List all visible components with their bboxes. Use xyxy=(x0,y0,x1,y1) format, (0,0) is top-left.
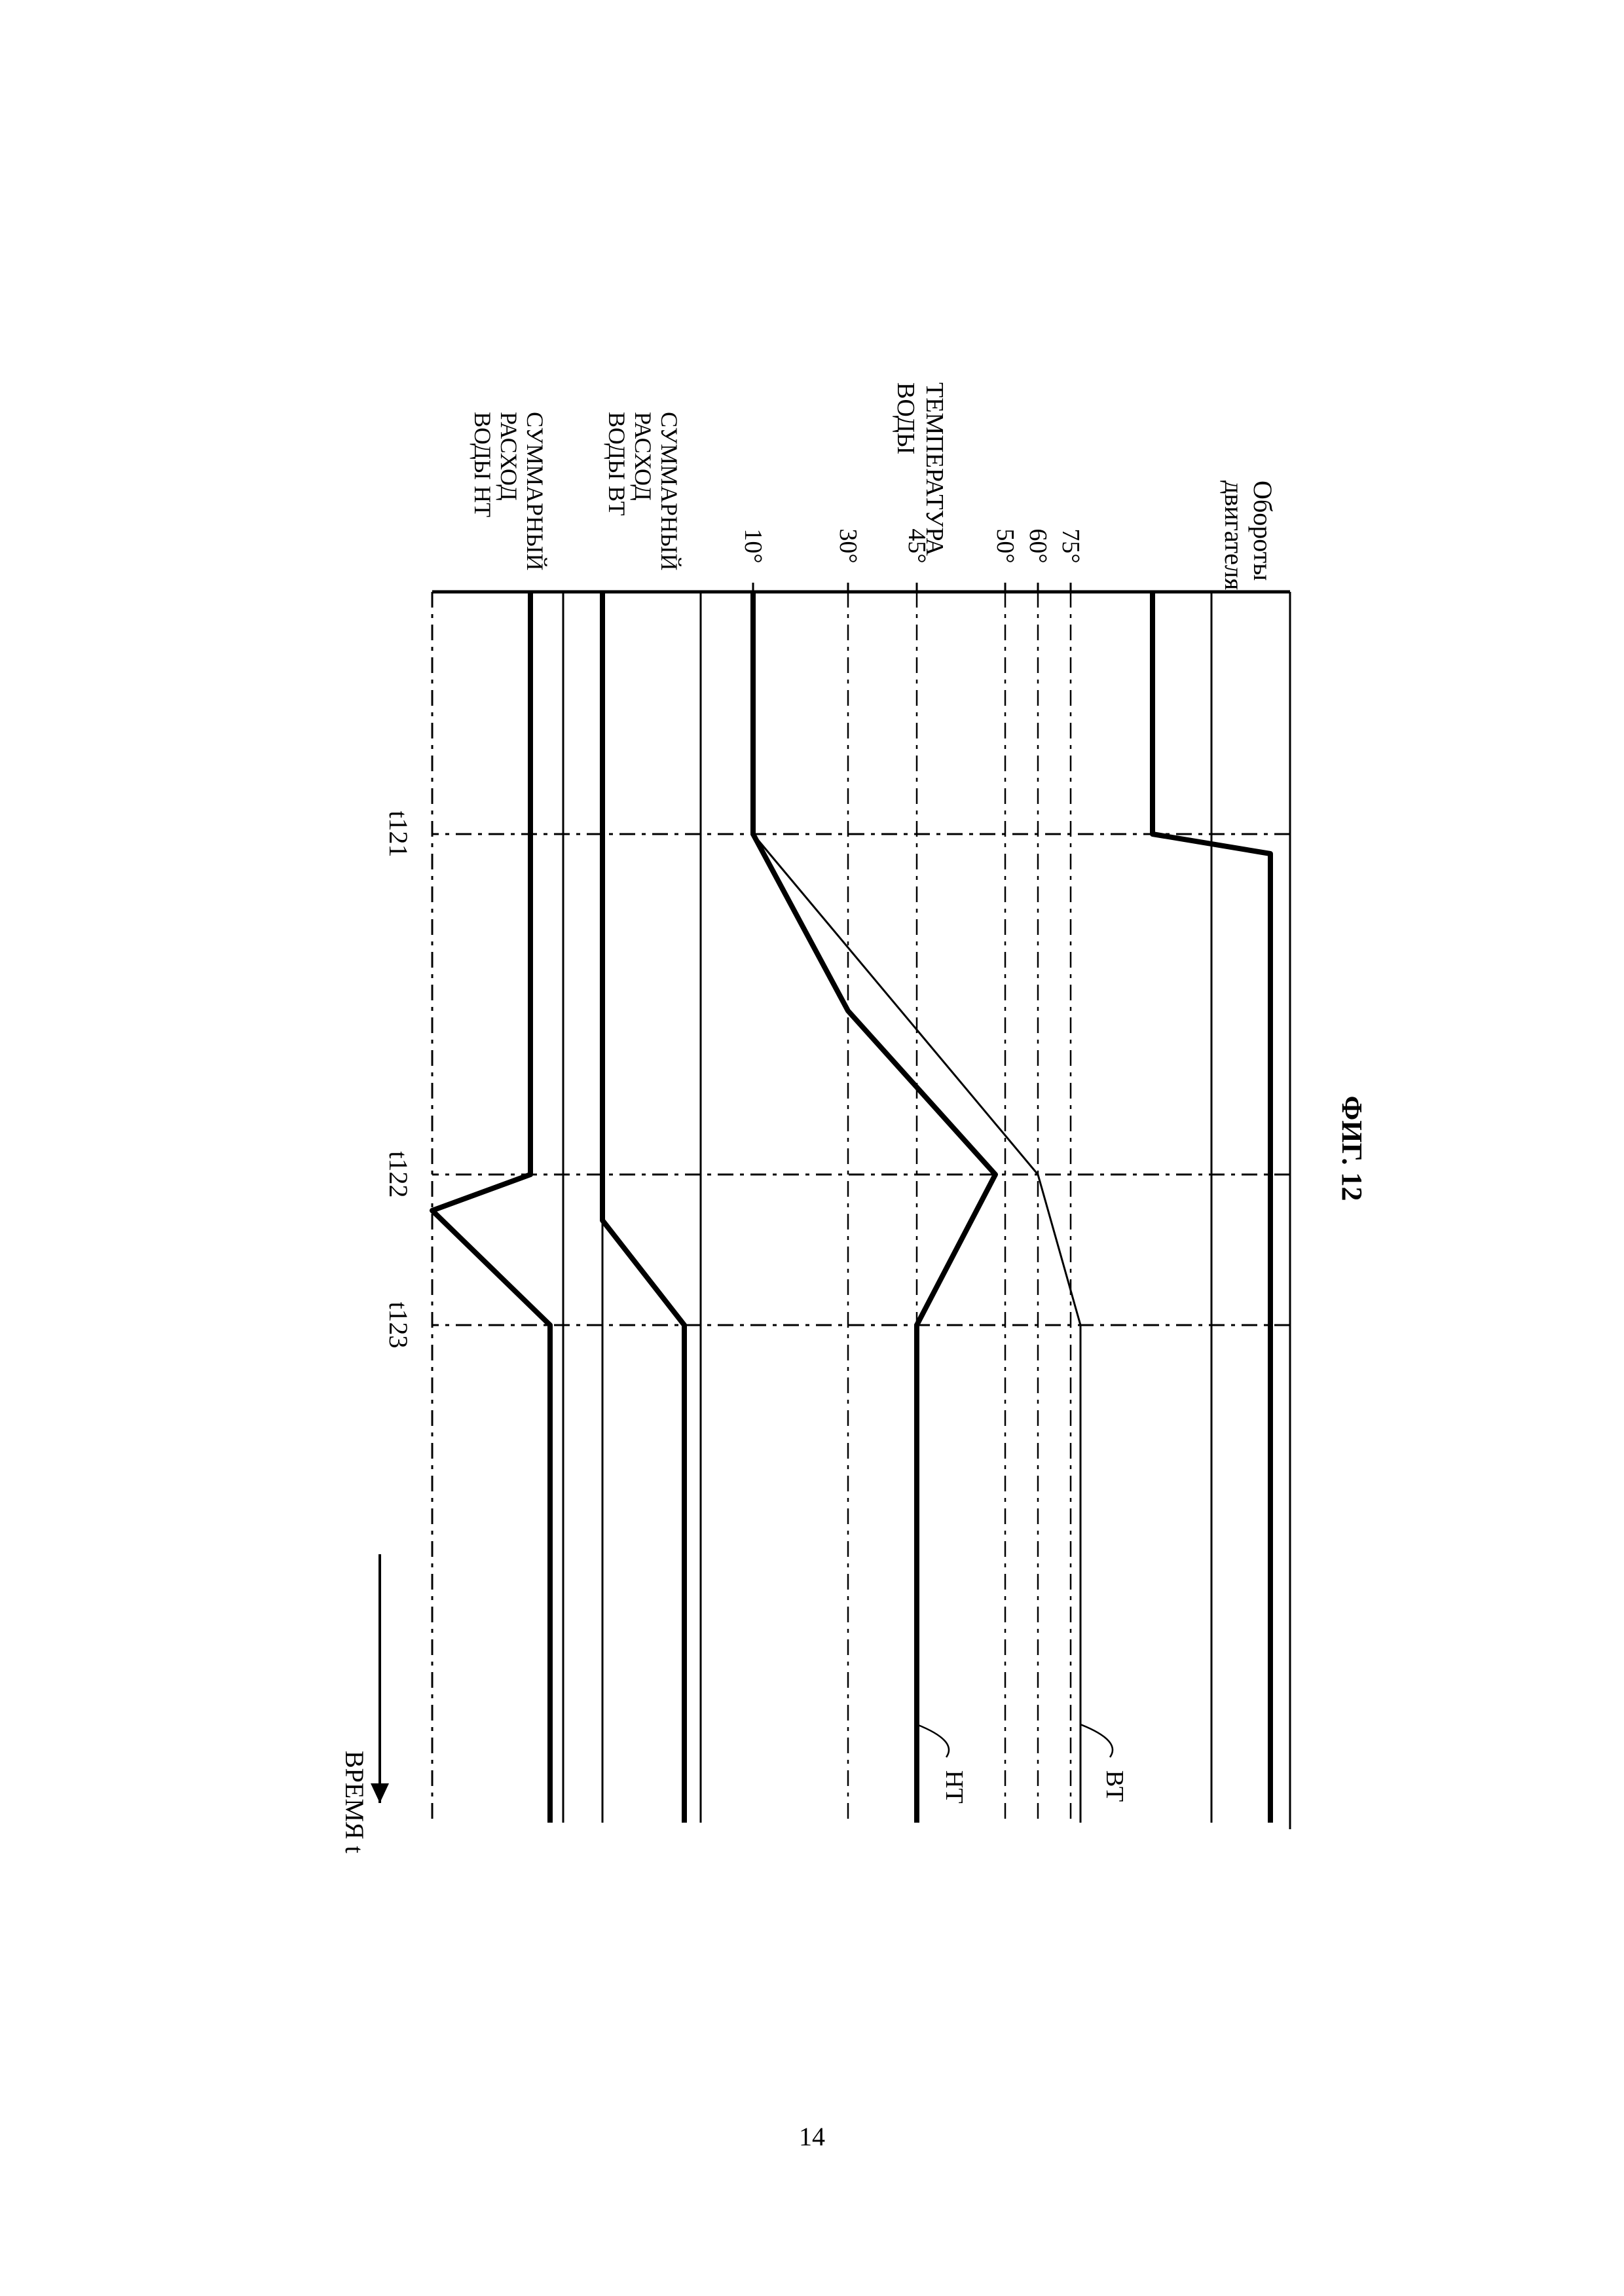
time-marks: t121 t122 t123 xyxy=(384,811,413,1348)
svg-text:СУММАРНЫЙ: СУММАРНЫЙ xyxy=(656,412,682,570)
svg-text:t123: t123 xyxy=(384,1302,413,1348)
panel-water-temperature: ТЕМПЕРАТУРАВОДЫ75°60°50°45°30°10°ВТНТ xyxy=(739,382,1128,1823)
page-number: 14 xyxy=(799,2121,825,2152)
panel-engine-speed: Оборотыдвигателя xyxy=(1153,481,1278,1823)
svg-text:РАСХОД: РАСХОД xyxy=(630,412,656,501)
svg-text:Обороты: Обороты xyxy=(1248,481,1278,581)
svg-text:ВРЕМЯ t: ВРЕМЯ t xyxy=(340,1751,369,1853)
svg-text:t121: t121 xyxy=(384,811,413,857)
x-axis: ВРЕМЯ t xyxy=(340,1554,389,1853)
axes xyxy=(432,592,1290,1829)
panel-total-flow-nt: СУММАРНЫЙРАСХОДВОДЫ НТ xyxy=(432,412,563,1823)
svg-text:30°: 30° xyxy=(834,528,862,563)
figure-svg: ФИГ. 12 Оборотыдвигателя ТЕМПЕРАТУРАВОДЫ… xyxy=(223,363,1401,1934)
panel-total-flow-bt: СУММАРНЫЙРАСХОДВОДЫ ВТ xyxy=(602,412,701,1823)
svg-text:НТ: НТ xyxy=(940,1770,968,1804)
svg-text:ВТ: ВТ xyxy=(1101,1770,1128,1802)
svg-text:60°: 60° xyxy=(1024,528,1052,563)
svg-text:t122: t122 xyxy=(384,1151,413,1197)
figure-rotated-container: ФИГ. 12 Оборотыдвигателя ТЕМПЕРАТУРАВОДЫ… xyxy=(223,363,1401,1934)
svg-text:50°: 50° xyxy=(991,528,1019,563)
svg-text:РАСХОД: РАСХОД xyxy=(496,412,522,501)
svg-text:75°: 75° xyxy=(1057,528,1084,563)
figure-title: ФИГ. 12 xyxy=(1336,1095,1368,1201)
svg-text:ВОДЫ НТ: ВОДЫ НТ xyxy=(470,412,496,517)
svg-text:ВОДЫ: ВОДЫ xyxy=(892,382,919,454)
svg-text:двигателя: двигателя xyxy=(1219,481,1249,590)
svg-text:ВОДЫ ВТ: ВОДЫ ВТ xyxy=(604,412,630,516)
svg-text:10°: 10° xyxy=(739,528,767,563)
svg-text:СУММАРНЫЙ: СУММАРНЫЙ xyxy=(522,412,548,570)
svg-text:45°: 45° xyxy=(903,528,931,563)
